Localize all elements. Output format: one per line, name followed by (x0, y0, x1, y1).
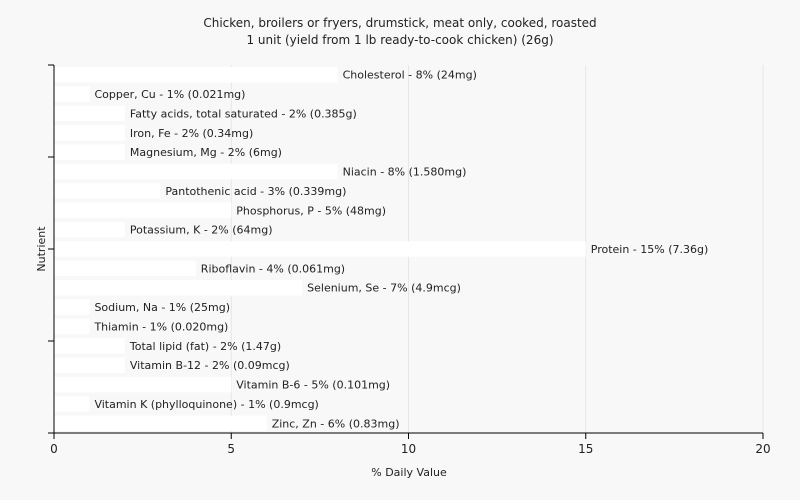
bar-label-7: Phosphorus, P - 5% (48mg) (236, 204, 386, 217)
bar-1 (54, 86, 90, 102)
bar-label-9: Protein - 15% (7.36g) (591, 243, 709, 256)
bar-label-8: Potassium, K - 2% (64mg) (130, 224, 273, 237)
x-tick-label-0: 0 (50, 442, 58, 456)
bar-0 (54, 66, 338, 83)
bar-label-16: Vitamin B-6 - 5% (0.101mg) (236, 379, 390, 392)
bar-label-12: Sodium, Na - 1% (25mg) (94, 301, 230, 314)
bar-7 (54, 202, 232, 219)
x-axis-label: % Daily Value (371, 466, 447, 479)
chart-title: Chicken, broilers or fryers, drumstick, … (203, 16, 596, 30)
bar-label-1: Copper, Cu - 1% (0.021mg) (94, 88, 245, 101)
bar-18 (54, 415, 267, 432)
bar-3 (54, 125, 125, 141)
bar-17 (54, 396, 90, 412)
chart-subtitle: 1 unit (yield from 1 lb ready-to-cook ch… (246, 33, 553, 47)
x-tick-label-4: 20 (755, 442, 770, 456)
x-tick-label-3: 15 (578, 442, 593, 456)
bar-label-3: Iron, Fe - 2% (0.34mg) (130, 127, 253, 140)
bar-6 (54, 183, 161, 199)
bar-label-6: Pantothenic acid - 3% (0.339mg) (165, 185, 346, 198)
bar-label-18: Zinc, Zn - 6% (0.83mg) (272, 417, 400, 430)
bar-11 (54, 279, 303, 296)
bar-4 (54, 144, 125, 160)
bar-12 (54, 299, 90, 315)
bar-label-5: Niacin - 8% (1.580mg) (343, 166, 467, 179)
bar-15 (54, 357, 125, 373)
bar-label-17: Vitamin K (phylloquinone) - 1% (0.9mcg) (94, 398, 318, 411)
bar-5 (54, 163, 338, 180)
bar-14 (54, 338, 125, 354)
x-tick-label-1: 5 (227, 442, 235, 456)
bar-10 (54, 260, 196, 277)
bar-label-2: Fatty acids, total saturated - 2% (0.385… (130, 107, 357, 120)
bar-8 (54, 221, 125, 238)
bar-label-15: Vitamin B-12 - 2% (0.09mcg) (130, 359, 290, 372)
bar-9 (54, 241, 586, 257)
bar-label-4: Magnesium, Mg - 2% (6mg) (130, 146, 282, 159)
y-axis-label: Nutrient (35, 226, 48, 272)
bar-label-10: Riboflavin - 4% (0.061mg) (201, 262, 345, 275)
bar-label-0: Cholesterol - 8% (24mg) (343, 69, 477, 82)
bar-13 (54, 318, 90, 335)
bars: Cholesterol - 8% (24mg) Copper, Cu - 1% (… (54, 66, 709, 432)
axes: 0 5 10 15 20 (48, 64, 771, 456)
bar-2 (54, 105, 125, 122)
bar-label-14: Total lipid (fat) - 2% (1.47g) (129, 340, 281, 353)
x-tick-label-2: 10 (401, 442, 416, 456)
bar-label-13: Thiamin - 1% (0.020mg) (93, 320, 228, 333)
bar-label-11: Selenium, Se - 7% (4.9mcg) (307, 282, 461, 295)
bar-16 (54, 376, 232, 393)
